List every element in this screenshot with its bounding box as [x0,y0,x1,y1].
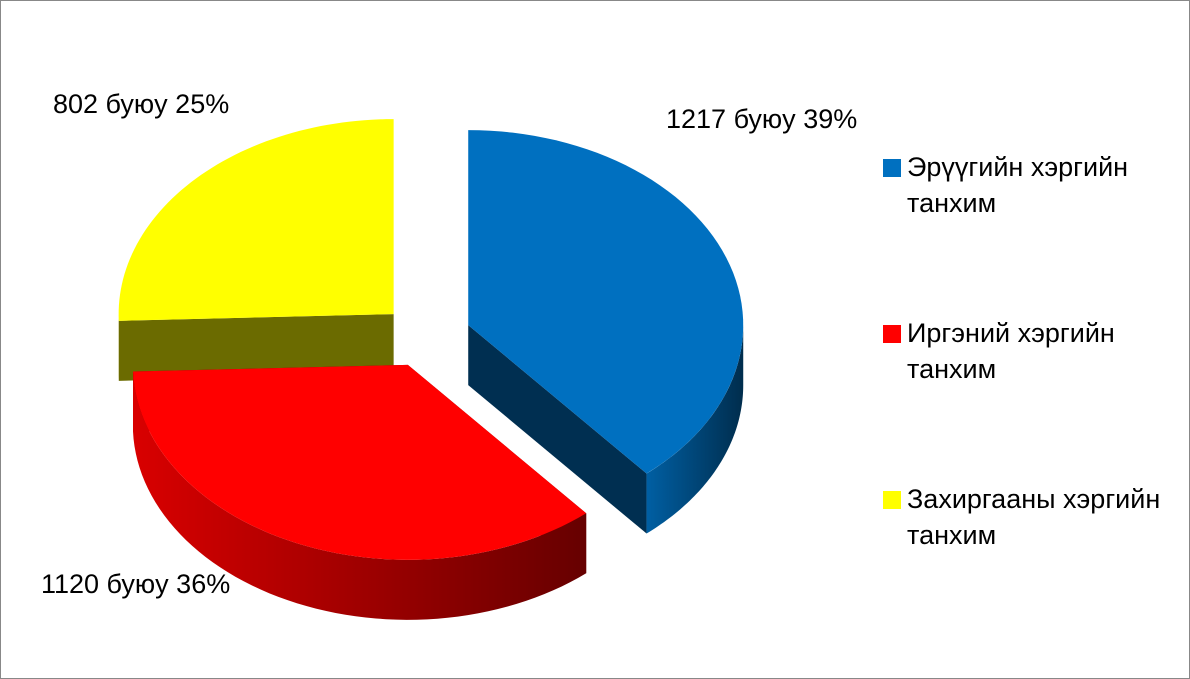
legend: Эрүүгийн хэргийн танхим Иргэний хэргийн т… [881,149,1171,647]
legend-swatch [883,491,901,509]
slice [468,130,744,474]
legend-label: Иргэний хэргийн танхим [907,318,1115,384]
slice-wall [118,314,394,381]
slice-wall [468,325,647,534]
data-label: 1217 буюу 39% [666,104,857,134]
slice-side [133,371,587,620]
data-label: 802 буюу 25% [53,89,229,119]
legend-label: Захиргааны хэргийн танхим [907,484,1161,550]
legend-item: Захиргааны хэргийн танхим [881,481,1171,647]
legend-item: Иргэний хэргийн танхим [881,315,1171,481]
legend-swatch [883,159,901,177]
data-label: 1120 буюу 36% [41,569,230,599]
slice [118,119,394,321]
slice [133,364,587,560]
legend-swatch [883,325,901,343]
slice-side [646,325,744,534]
legend-label: Эрүүгийн хэргийн танхим [907,152,1129,218]
legend-item: Эрүүгийн хэргийн танхим [881,149,1171,315]
